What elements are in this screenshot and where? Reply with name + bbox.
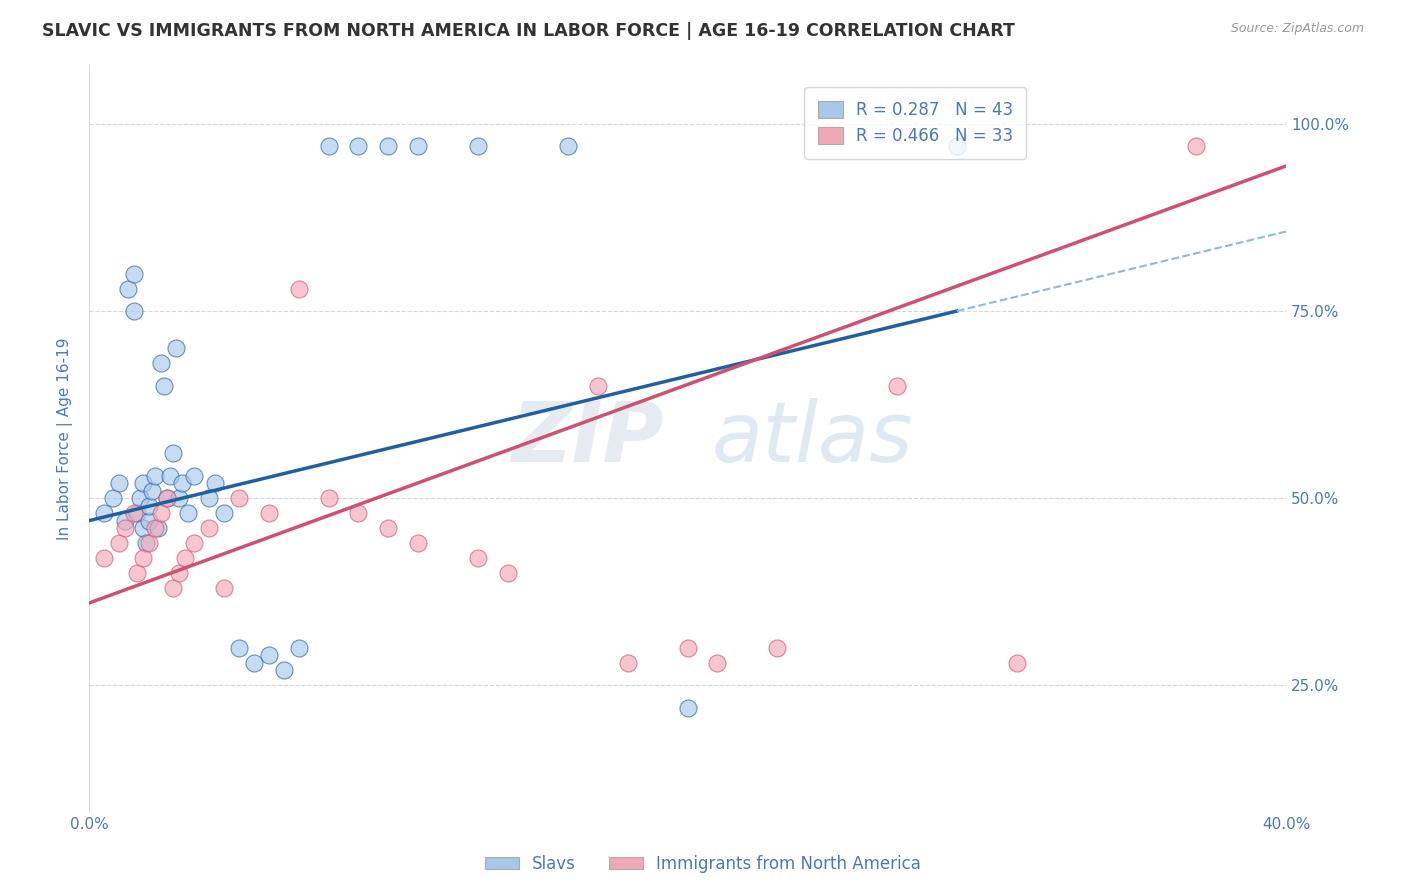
Point xyxy=(467,139,489,153)
Point xyxy=(886,379,908,393)
Point xyxy=(557,139,579,153)
Point xyxy=(467,551,489,566)
Point xyxy=(146,521,169,535)
Y-axis label: In Labor Force | Age 16-19: In Labor Force | Age 16-19 xyxy=(58,337,73,540)
Point xyxy=(676,640,699,655)
Point xyxy=(162,446,184,460)
Point xyxy=(149,356,172,370)
Point xyxy=(108,536,131,550)
Point xyxy=(101,491,124,505)
Point xyxy=(287,640,309,655)
Point xyxy=(122,304,145,318)
Point xyxy=(406,139,429,153)
Point xyxy=(117,282,139,296)
Point xyxy=(183,468,205,483)
Point xyxy=(132,476,155,491)
Point xyxy=(93,506,115,520)
Point xyxy=(257,648,280,663)
Point xyxy=(153,379,176,393)
Point xyxy=(125,566,148,580)
Point xyxy=(946,139,969,153)
Point xyxy=(318,491,340,505)
Point xyxy=(143,468,166,483)
Point xyxy=(170,476,193,491)
Point xyxy=(138,536,160,550)
Point xyxy=(108,476,131,491)
Point xyxy=(162,581,184,595)
Point xyxy=(138,499,160,513)
Point xyxy=(122,506,145,520)
Point xyxy=(616,656,638,670)
Point xyxy=(114,521,136,535)
Point xyxy=(228,491,250,505)
Point xyxy=(212,506,235,520)
Point xyxy=(273,663,295,677)
Text: ZIP: ZIP xyxy=(510,398,664,479)
Point xyxy=(676,700,699,714)
Point xyxy=(1005,656,1028,670)
Point xyxy=(347,506,370,520)
Point xyxy=(318,139,340,153)
Point xyxy=(377,521,399,535)
Point xyxy=(122,267,145,281)
Text: Source: ZipAtlas.com: Source: ZipAtlas.com xyxy=(1230,22,1364,36)
Point xyxy=(129,491,152,505)
Point xyxy=(242,656,264,670)
Point xyxy=(586,379,609,393)
Point xyxy=(198,521,221,535)
Point xyxy=(212,581,235,595)
Point xyxy=(114,514,136,528)
Point xyxy=(132,521,155,535)
Text: atlas: atlas xyxy=(711,398,912,479)
Point xyxy=(125,506,148,520)
Text: SLAVIC VS IMMIGRANTS FROM NORTH AMERICA IN LABOR FORCE | AGE 16-19 CORRELATION C: SLAVIC VS IMMIGRANTS FROM NORTH AMERICA … xyxy=(42,22,1015,40)
Point xyxy=(706,656,728,670)
Legend: R = 0.287   N = 43, R = 0.466   N = 33: R = 0.287 N = 43, R = 0.466 N = 33 xyxy=(804,87,1026,159)
Point xyxy=(132,551,155,566)
Point xyxy=(204,476,226,491)
Point xyxy=(347,139,370,153)
Point xyxy=(159,468,181,483)
Point xyxy=(177,506,200,520)
Point xyxy=(766,640,789,655)
Point xyxy=(174,551,197,566)
Point xyxy=(377,139,399,153)
Point xyxy=(287,282,309,296)
Point xyxy=(156,491,179,505)
Point xyxy=(156,491,179,505)
Point xyxy=(93,551,115,566)
Point xyxy=(165,342,187,356)
Point xyxy=(406,536,429,550)
Point xyxy=(257,506,280,520)
Point xyxy=(1185,139,1208,153)
Point xyxy=(183,536,205,550)
Point xyxy=(143,521,166,535)
Point xyxy=(135,536,157,550)
Legend: Slavs, Immigrants from North America: Slavs, Immigrants from North America xyxy=(478,848,928,880)
Point xyxy=(141,483,163,498)
Point xyxy=(228,640,250,655)
Point xyxy=(496,566,519,580)
Point xyxy=(198,491,221,505)
Point xyxy=(138,514,160,528)
Point xyxy=(167,566,190,580)
Point xyxy=(167,491,190,505)
Point xyxy=(149,506,172,520)
